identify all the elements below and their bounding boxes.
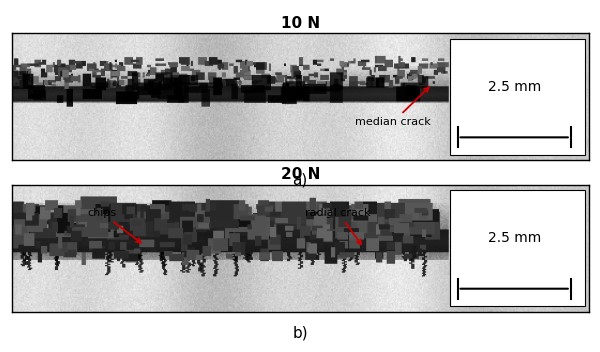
Text: median crack: median crack — [355, 87, 431, 127]
Title: 20 N: 20 N — [281, 167, 320, 182]
Bar — [449, 190, 584, 307]
Bar — [449, 38, 584, 155]
Text: a): a) — [292, 172, 308, 188]
Text: 2.5 mm: 2.5 mm — [488, 80, 541, 94]
Text: chips: chips — [87, 208, 141, 243]
Text: 2.5 mm: 2.5 mm — [488, 231, 541, 245]
Title: 10 N: 10 N — [281, 16, 320, 31]
Text: b): b) — [292, 326, 308, 341]
Text: radial crack: radial crack — [305, 208, 371, 244]
